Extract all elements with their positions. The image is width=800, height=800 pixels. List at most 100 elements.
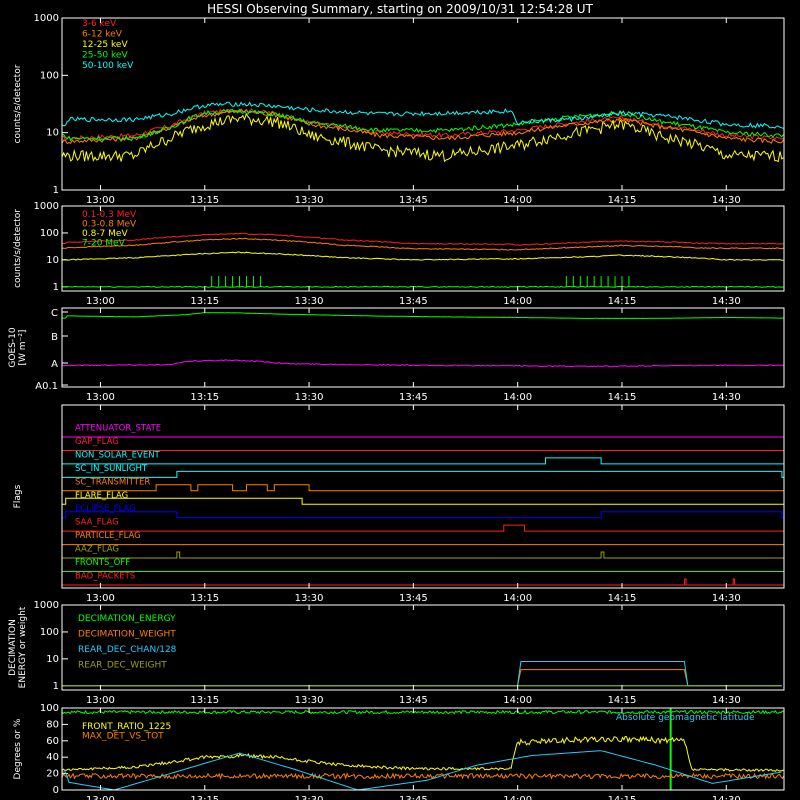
x-tick-label: 13:30 bbox=[295, 195, 324, 206]
flag-label: GAP_FLAG bbox=[75, 437, 119, 447]
x-tick-label: 13:45 bbox=[399, 392, 428, 403]
series-25-50-kev bbox=[61, 108, 784, 142]
x-tick-label: 13:00 bbox=[86, 695, 115, 706]
y-axis-label: GOES-10 bbox=[8, 327, 18, 367]
flag-label: AAZ_FLAG bbox=[75, 545, 119, 555]
y-tick-label: 100 bbox=[40, 703, 59, 714]
y-tick-label: 80 bbox=[46, 719, 59, 730]
x-tick-label: 14:00 bbox=[503, 296, 532, 307]
y-tick-label: 1 bbox=[53, 282, 59, 293]
x-tick-label: 14:30 bbox=[712, 195, 741, 206]
x-tick-label: 14:15 bbox=[608, 392, 637, 403]
y-tick-label: A bbox=[51, 359, 58, 370]
flag-line-saa-flag bbox=[62, 524, 784, 532]
flag-line-eclipse-flag bbox=[62, 511, 784, 519]
y-tick-label: 0 bbox=[53, 785, 59, 796]
flag-line-flare-flag bbox=[62, 497, 784, 505]
x-tick-label: 13:45 bbox=[399, 195, 428, 206]
panel-goes: GOES-10 [W m⁻²] A0.1 A B C 13:00 13:15 13:30 13:4… bbox=[8, 307, 785, 403]
x-tick-label: 14:00 bbox=[503, 195, 532, 206]
panel-frame bbox=[61, 604, 785, 691]
series-0-8-7-mev bbox=[62, 251, 784, 261]
x-tick-label: 14:15 bbox=[608, 795, 637, 800]
flag-label: SAA_FLAG bbox=[75, 518, 119, 528]
series-6-12-kev bbox=[61, 108, 784, 145]
series-short-channel bbox=[61, 359, 784, 368]
flag-line-aaz-flag bbox=[62, 551, 784, 559]
y-tick-label: 20 bbox=[46, 769, 59, 780]
x-tick-label: 14:30 bbox=[712, 296, 741, 307]
y-tick-label: B bbox=[51, 332, 58, 343]
flag-label: FRONTS_OFF bbox=[75, 558, 130, 568]
flag-label: PARTICLE_FLAG bbox=[75, 531, 141, 541]
y-axis-label: counts/s/detector bbox=[13, 209, 23, 288]
x-tick-label: 13:30 bbox=[295, 593, 324, 604]
series-rear-dec-chan-128 bbox=[62, 661, 782, 687]
x-tick-label: 13:00 bbox=[86, 795, 115, 800]
x-tick-label: 13:45 bbox=[399, 593, 428, 604]
series-long-channel bbox=[62, 312, 784, 320]
y-axis-label: DECIMATION bbox=[8, 619, 18, 676]
y-axis-label: [W m⁻²] bbox=[18, 330, 28, 366]
legend-entry: 3-6 keV bbox=[82, 19, 117, 29]
x-tick-label: 13:00 bbox=[86, 593, 115, 604]
y-tick-label: 1 bbox=[53, 681, 59, 692]
x-tick-label: 14:00 bbox=[503, 795, 532, 800]
x-tick-label: 13:30 bbox=[295, 392, 324, 403]
series-12-25-kev bbox=[61, 112, 784, 163]
series-front-ratio-1225 bbox=[61, 735, 784, 773]
legend-entry: REAR_DEC_CHAN/128 bbox=[78, 645, 177, 655]
legend-entry: 12-25 keV bbox=[82, 40, 128, 50]
series-0-3-0-8-mev bbox=[61, 237, 784, 251]
legend-entry: Absolute geomagnetic latitude bbox=[616, 713, 755, 723]
flag-line-bad-packets bbox=[62, 578, 784, 586]
panel-frame bbox=[61, 404, 785, 589]
x-tick-label: 14:30 bbox=[712, 795, 741, 800]
series-absolute-geomagnetic-latitude bbox=[62, 750, 782, 791]
legend-entry: 7-20 MeV bbox=[82, 239, 126, 249]
y-axis-label: Flags bbox=[13, 484, 23, 508]
legend-entry: 6-12 keV bbox=[82, 30, 123, 40]
legend-entry: FRONT_RATIO_1225 bbox=[82, 722, 171, 732]
x-tick-label: 13:15 bbox=[190, 296, 219, 307]
x-tick-label: 13:30 bbox=[295, 296, 324, 307]
x-tick-label: 13:00 bbox=[86, 195, 115, 206]
y-axis-label: counts/s/detector bbox=[13, 64, 23, 143]
x-tick-label: 14:30 bbox=[712, 392, 741, 403]
panel-frame bbox=[61, 307, 785, 388]
legend-entry: 0.3-0.8 MeV bbox=[82, 220, 137, 230]
flag-line-non-solar-event bbox=[62, 457, 784, 465]
flag-label: ATTENUATOR_STATE bbox=[75, 424, 161, 434]
flag-label: SC_TRANSMITTER bbox=[75, 477, 150, 487]
legend-entry: DECIMATION_WEIGHT bbox=[78, 630, 176, 640]
legend-entry: 0.8-7 MeV bbox=[82, 229, 128, 239]
series-50-100-kev bbox=[61, 101, 784, 129]
y-axis-label: Degrees or % bbox=[13, 718, 23, 779]
y-tick-label: C bbox=[51, 308, 58, 319]
flag-line-sc-in-sunlight bbox=[62, 470, 784, 478]
x-tick-label: 14:15 bbox=[608, 195, 637, 206]
flag-label: BAD_PACKETS bbox=[75, 571, 135, 581]
x-tick-label: 14:00 bbox=[503, 593, 532, 604]
x-tick-label: 14:00 bbox=[503, 392, 532, 403]
x-tick-label: 13:15 bbox=[190, 392, 219, 403]
legend-entry: 50-100 keV bbox=[82, 61, 134, 71]
x-tick-label: 13:15 bbox=[190, 795, 219, 800]
legend-entry: DECIMATION_ENERGY bbox=[78, 614, 176, 624]
legend-entry: 0.1-0.3 MeV bbox=[82, 210, 137, 220]
y-tick-label: 1000 bbox=[34, 201, 59, 212]
legend-entry: REAR_DEC_WEIGHT bbox=[78, 661, 167, 671]
legend-entry: MAX_DET_VS_TOT bbox=[82, 732, 164, 742]
series-max-det-vs-tot bbox=[61, 772, 785, 780]
flag-label: SC_IN_SUNLIGHT bbox=[75, 464, 148, 474]
panel-frame bbox=[61, 17, 785, 191]
flag-label: ECLIPSE_FLAG bbox=[75, 504, 136, 514]
y-tick-label: 100 bbox=[40, 627, 59, 638]
y-tick-label: 1000 bbox=[34, 13, 59, 24]
x-tick-label: 14:00 bbox=[503, 695, 532, 706]
y-tick-label: 40 bbox=[46, 752, 59, 763]
x-tick-label: 13:45 bbox=[399, 795, 428, 800]
y-tick-label: 10 bbox=[46, 128, 59, 139]
